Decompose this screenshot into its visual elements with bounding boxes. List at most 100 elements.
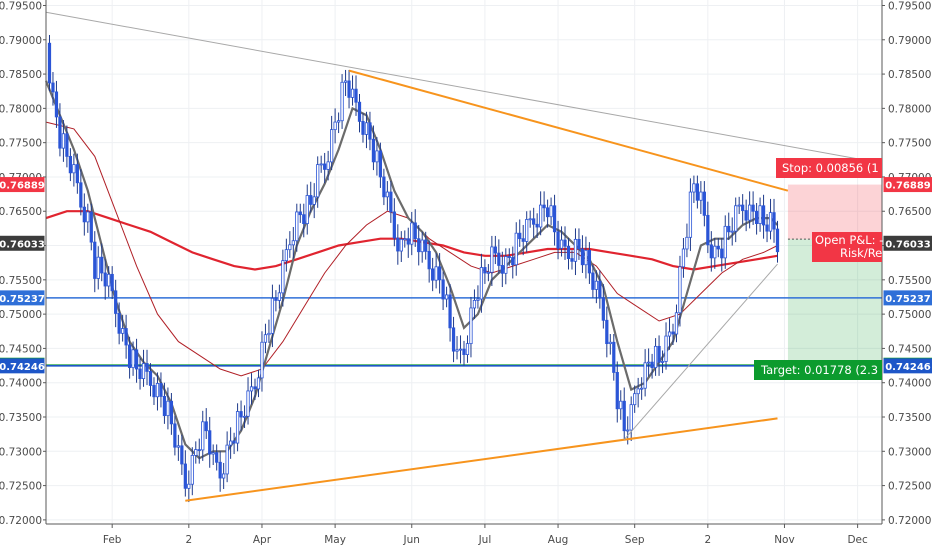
left-tick-label: 0.77500 <box>0 138 42 150</box>
candle-body <box>608 341 612 345</box>
candle-body <box>152 385 156 398</box>
candle-body <box>72 164 76 174</box>
candle-body <box>598 280 602 299</box>
right-tick-label: 0.77500 <box>888 138 931 150</box>
candle-body <box>573 238 578 262</box>
left-tick-label: 0.76500 <box>0 206 42 218</box>
candle-body <box>361 120 365 135</box>
position-zones <box>787 184 882 366</box>
candle-body <box>570 258 574 262</box>
right-tick-label: 0.72000 <box>888 515 931 527</box>
left-price-axis[interactable]: 0.795000.790000.785000.780000.775000.770… <box>0 0 46 527</box>
candle-body <box>580 248 585 266</box>
candle-body <box>615 372 619 410</box>
candle-body <box>591 272 595 290</box>
candle-body <box>246 390 250 417</box>
candle-body <box>79 182 83 208</box>
candle-body <box>734 205 738 232</box>
candle-body <box>702 191 706 216</box>
time-axis[interactable]: Feb 2 Apr May Jun Jul Aug Sep 2 Nov Dec <box>103 524 868 546</box>
candle-body <box>399 238 403 252</box>
candle-body <box>622 400 626 432</box>
candle-body <box>382 176 386 198</box>
candle-body <box>497 252 501 266</box>
candle-body <box>458 348 463 351</box>
candle-body <box>162 396 167 417</box>
left-tick-label: 0.74000 <box>0 378 42 390</box>
candle-body <box>636 388 640 395</box>
right-price-axis[interactable]: 0.795000.790000.785000.780000.775000.770… <box>882 0 931 527</box>
candle-body <box>141 363 146 379</box>
candle-body <box>302 214 306 224</box>
trendline-lower-grey <box>623 263 778 440</box>
candle-body <box>549 205 553 218</box>
candle-body <box>469 307 473 345</box>
candle-body <box>685 236 689 250</box>
candle-body <box>155 382 160 398</box>
candle-body <box>765 224 769 232</box>
candle-body <box>486 271 491 274</box>
candle-body <box>51 82 55 93</box>
candle-body <box>709 244 713 259</box>
candle-body <box>239 411 243 418</box>
candle-body <box>323 163 327 170</box>
candle-body <box>490 246 494 273</box>
candle-body <box>368 122 372 140</box>
candle-body <box>333 121 337 131</box>
candle-body <box>730 230 734 233</box>
risk-reward-label: Risk/Re <box>840 246 882 260</box>
candle-body <box>660 361 665 363</box>
time-tick-label: 2 <box>704 534 711 546</box>
candle-body <box>444 294 449 300</box>
candle-body <box>431 268 435 281</box>
candle-body <box>772 212 776 230</box>
candle-body <box>633 393 637 406</box>
candle-body <box>204 421 208 432</box>
candle-body <box>406 238 410 245</box>
left-price-tag-label: 0.76033 <box>0 239 45 250</box>
candle-body <box>256 377 261 390</box>
right-tick-label: 0.74000 <box>888 378 931 390</box>
time-tick-label: Apr <box>253 534 272 546</box>
candle-body <box>545 207 550 218</box>
right-tick-label: 0.75000 <box>888 309 931 321</box>
right-price-tag <box>883 290 932 306</box>
candle-body <box>650 361 654 369</box>
candle-body <box>121 328 125 334</box>
left-tick-label: 0.79500 <box>0 0 42 12</box>
candle-body <box>688 191 693 238</box>
candle-body <box>476 298 480 301</box>
candle-body <box>619 400 623 410</box>
left-price-tag <box>0 177 45 193</box>
candle-body <box>312 196 316 205</box>
candle-body <box>601 297 605 321</box>
candle-body <box>493 246 497 254</box>
candle-body <box>612 341 616 373</box>
right-tick-label: 0.73500 <box>888 412 931 424</box>
candle-body <box>208 430 212 455</box>
left-tick-label: 0.78500 <box>0 69 42 81</box>
candle-body <box>594 280 598 290</box>
candle-body <box>699 191 703 201</box>
time-tick-label: Feb <box>103 534 122 546</box>
candle-body <box>532 218 536 225</box>
candle-body <box>166 400 170 417</box>
trendline-lower-orange <box>185 417 778 502</box>
candle-body <box>340 81 344 122</box>
candle-body <box>396 237 400 252</box>
trendlines[interactable] <box>45 11 883 502</box>
candle-body <box>309 195 313 205</box>
candle-body <box>298 211 302 216</box>
candle-body <box>305 195 309 224</box>
candle-body <box>347 80 351 98</box>
candle-body <box>748 204 752 221</box>
candle-body <box>197 449 201 451</box>
left-price-tag-label: 0.76889 <box>0 181 45 192</box>
open-pnl-label: Open P&L: - <box>815 233 883 247</box>
candle-body <box>462 348 466 355</box>
time-tick-label: 2 <box>185 534 192 546</box>
candle-body <box>552 205 557 233</box>
right-tick-label: 0.76500 <box>888 206 931 218</box>
stop-label: Stop: 0.00856 (1 <box>782 161 879 175</box>
